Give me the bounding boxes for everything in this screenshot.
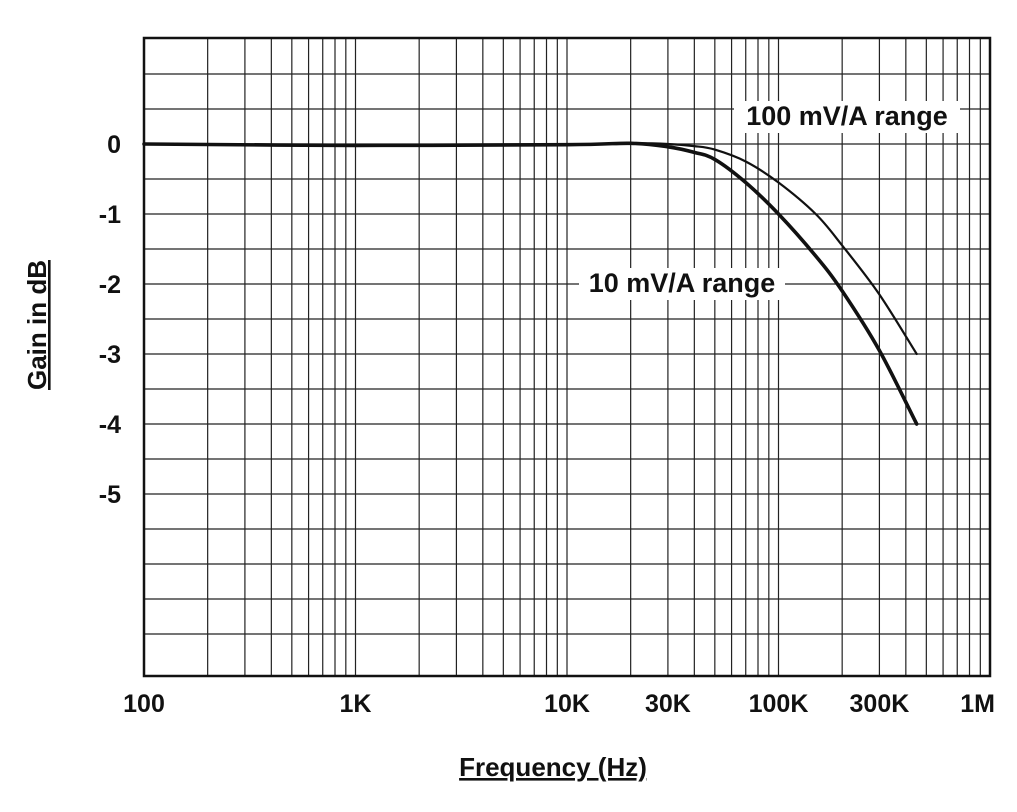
x-tick-label: 30K [645, 690, 691, 718]
series-lines [142, 141, 919, 426]
series-line-10mva [142, 141, 919, 426]
plot-frame [142, 36, 992, 678]
x-tick-label: 100 [123, 690, 165, 718]
series-labels: 100 mV/A range 10 mV/A range [579, 101, 960, 300]
y-tick-label: -5 [99, 481, 121, 509]
y-tick-label: -1 [99, 201, 121, 229]
x-tick-label: 1K [340, 690, 372, 718]
grid [144, 38, 990, 676]
x-tick-label: 300K [850, 690, 910, 718]
y-tick-label: -4 [99, 411, 121, 439]
y-axis-title: Gain in dB [22, 260, 52, 390]
x-tick-label: 1M [960, 690, 995, 718]
x-tick-label: 10K [544, 690, 590, 718]
y-tick-label: 0 [107, 131, 121, 159]
series-label-backing [579, 268, 785, 300]
x-axis-title: Frequency (Hz) [459, 752, 647, 782]
y-tick-label: -2 [99, 271, 121, 299]
y-tick-label: -3 [99, 341, 121, 369]
series-label: 10 mV/A range [589, 268, 776, 298]
y-tick-labels: 0 -1 -2 -3 -4 -5 [99, 131, 121, 509]
series-label-backing [734, 101, 960, 133]
series-label: 100 mV/A range [746, 101, 948, 131]
x-tick-labels: 100 1K 10K 30K 100K 300K 1M [123, 690, 995, 718]
x-tick-label: 100K [749, 690, 809, 718]
